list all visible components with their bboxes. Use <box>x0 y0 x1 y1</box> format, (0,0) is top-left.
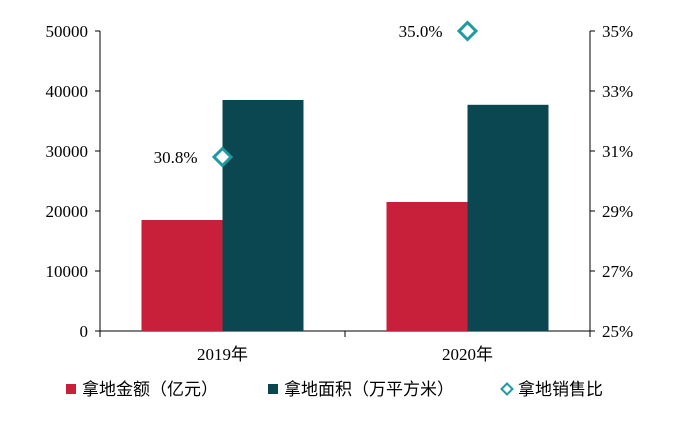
bar-amount <box>141 220 223 331</box>
ratio-diamond-marker <box>456 20 479 42</box>
legend-swatch-area <box>268 384 278 394</box>
bar-amount <box>386 202 468 331</box>
y-left-tick-label: 20000 <box>46 202 89 221</box>
axes: 0 10000 20000 30000 40000 50000 25% 27% 29% 31% 33… <box>46 22 634 341</box>
labels: 2019年 2020年 30.8% 35.0% <box>154 22 493 364</box>
y-right-tick-label: 27% <box>602 262 633 281</box>
y-right-tick-label: 35% <box>602 22 633 41</box>
ratio-data-label: 35.0% <box>399 22 443 41</box>
bar-area <box>222 100 304 331</box>
legend-label: 拿地销售比 <box>518 379 603 400</box>
y-right-tick-label: 25% <box>602 322 633 341</box>
legend-label: 拿地金额（亿元） <box>82 379 218 400</box>
ratio-diamond-marker <box>211 146 234 168</box>
x-category-label: 2019年 <box>197 345 248 364</box>
ratio-data-label: 30.8% <box>154 148 198 167</box>
y-right-tick-label: 29% <box>602 202 633 221</box>
y-right-tick-label: 31% <box>602 142 633 161</box>
legend-swatch-ratio <box>500 382 514 396</box>
y-left-tick-label: 30000 <box>46 142 89 161</box>
y-left-tick-label: 0 <box>80 322 89 341</box>
bar-area <box>467 104 549 331</box>
y-right-tick-label: 33% <box>602 82 633 101</box>
ratio-markers <box>211 20 479 168</box>
bars <box>141 100 549 331</box>
x-category-label: 2020年 <box>442 345 493 364</box>
legend-swatch-amount <box>66 384 76 394</box>
y-left-tick-label: 50000 <box>46 22 89 41</box>
y-left-tick-label: 10000 <box>46 262 89 281</box>
legend: 拿地金额（亿元） 拿地面积（万平方米） 拿地销售比 <box>66 379 603 400</box>
y-left-tick-label: 40000 <box>46 82 89 101</box>
legend-label: 拿地面积（万平方米） <box>284 379 454 400</box>
